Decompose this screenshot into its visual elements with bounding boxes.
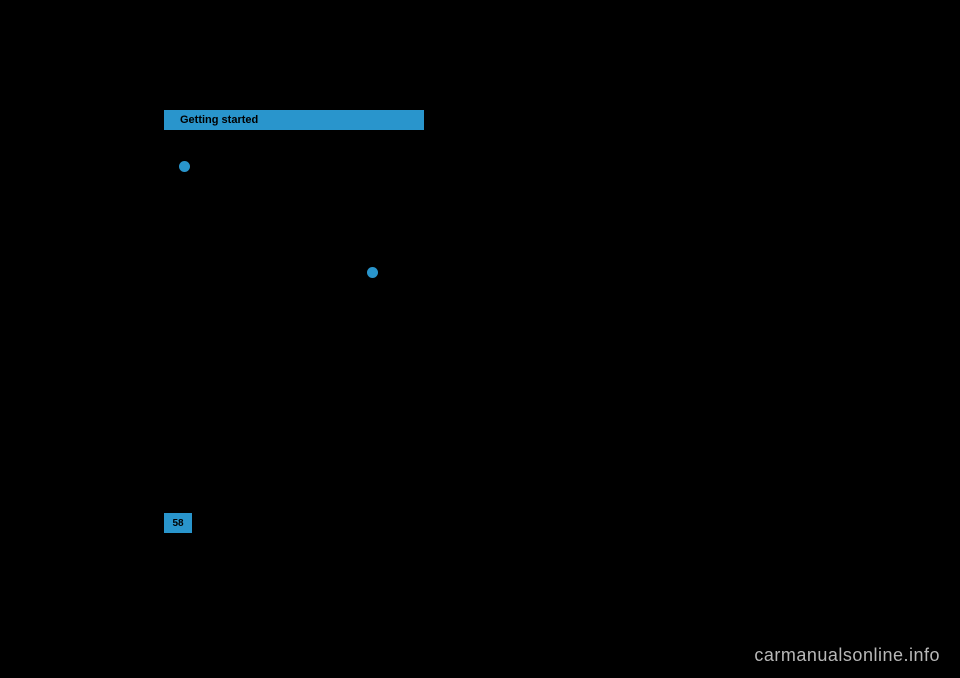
bullet-icon: [367, 267, 378, 278]
page-number: 58: [172, 518, 183, 529]
bullet-icon: [179, 161, 190, 172]
watermark-text: carmanualsonline.info: [754, 645, 940, 666]
section-header-title: Getting started: [180, 114, 258, 126]
section-header-bar: Getting started: [164, 110, 424, 130]
page-number-box: 58: [164, 513, 192, 533]
